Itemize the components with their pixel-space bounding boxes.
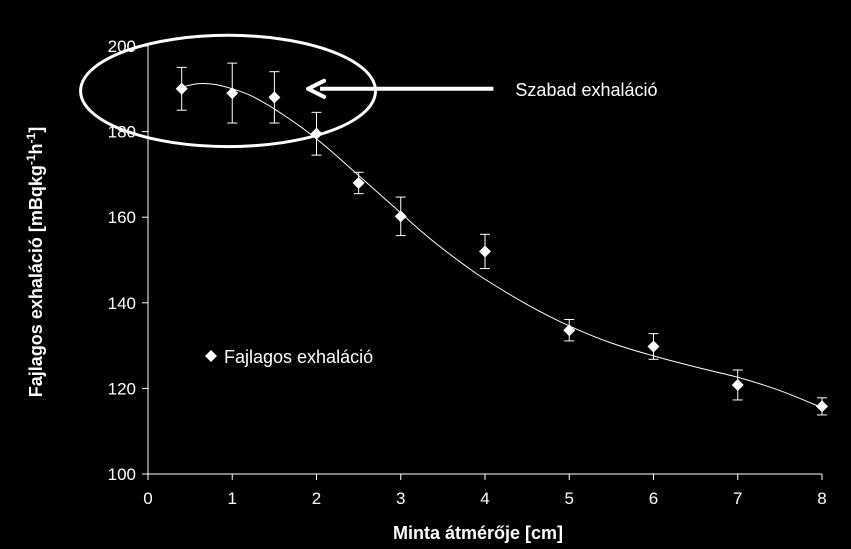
y-axis-title: Fajlagos exhaláció [mBqkg-1h-1] (24, 127, 46, 397)
data-point (479, 245, 491, 258)
legend-label: Fajlagos exhaláció (224, 347, 373, 367)
trendline (181, 82, 823, 409)
data-point (563, 324, 576, 337)
legend-marker-icon (205, 350, 217, 362)
data-point (310, 127, 323, 140)
annotation-label: Szabad exhaláció (515, 80, 657, 100)
y-tick-label: 160 (108, 208, 136, 227)
highlight-ellipse (79, 33, 377, 149)
x-tick-label: 1 (228, 489, 237, 508)
data-point (731, 378, 744, 391)
trendline-group (181, 82, 823, 409)
legend: Fajlagos exhaláció (205, 347, 373, 367)
x-tick-label: 0 (143, 489, 152, 508)
data-point (394, 210, 407, 223)
x-tick-label: 2 (312, 489, 321, 508)
data-point (816, 400, 828, 413)
axes (142, 45, 823, 480)
annotation-group: Szabad exhaláció (79, 33, 658, 149)
x-tick-label: 3 (396, 489, 405, 508)
x-tick-label: 5 (565, 489, 574, 508)
y-tick-label: 140 (108, 294, 136, 313)
data-point (226, 87, 239, 100)
data-points (175, 82, 828, 413)
x-tick-label: 7 (733, 489, 742, 508)
arrow-head-icon (306, 78, 327, 99)
data-point (647, 340, 660, 353)
y-tick-label: 120 (108, 379, 136, 398)
data-point (175, 82, 188, 95)
x-tick-label: 4 (480, 489, 489, 508)
x-tick-label: 8 (817, 489, 826, 508)
x-tick-label: 6 (649, 489, 658, 508)
data-point (352, 176, 365, 189)
y-tick-label: 100 (108, 465, 136, 484)
x-tick-labels: 0 1 2 3 4 5 6 7 8 (143, 489, 826, 508)
error-bars (176, 62, 827, 416)
data-point (268, 91, 281, 104)
x-axis-title: Minta átmérője [cm] (393, 523, 563, 543)
